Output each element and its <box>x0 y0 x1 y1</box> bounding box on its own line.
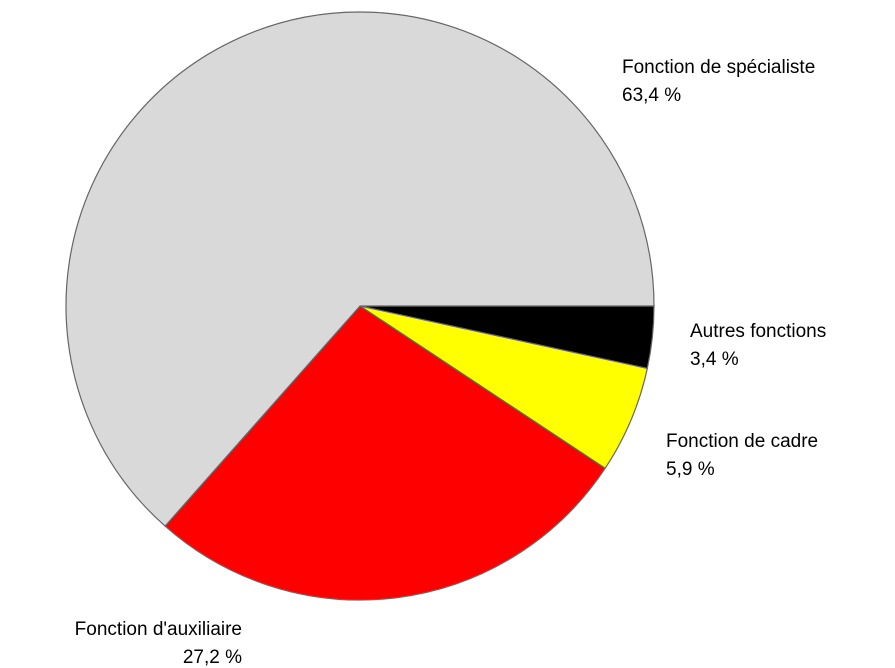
slice-value: 5,9 % <box>666 459 715 480</box>
slice-label: Fonction de cadre <box>666 431 818 452</box>
pie-slice <box>65 11 655 527</box>
slice-value: 63,4 % <box>622 85 681 106</box>
pie-slice <box>164 305 606 601</box>
slice-value: 3,4 % <box>690 349 739 370</box>
slice-label: Autres fonctions <box>690 321 826 342</box>
slice-label: Fonction d'auxiliaire <box>75 619 242 640</box>
slice-label: Fonction de spécialiste <box>622 57 815 78</box>
slice-value: 27,2 % <box>183 647 242 668</box>
